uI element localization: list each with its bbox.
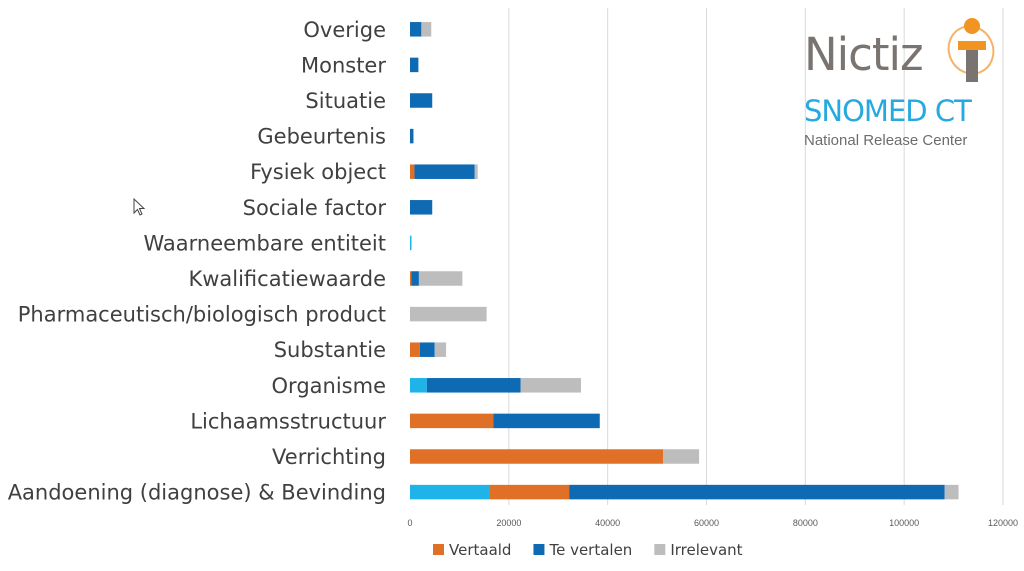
category-labels: Overige Monster Situatie Gebeurtenis Fysiek … (8, 18, 387, 505)
bar-segment (410, 200, 433, 215)
category-label: Pharmaceutisch/biologisch product (18, 303, 386, 327)
x-tick-label: 20000 (496, 518, 521, 528)
bar-segment (414, 164, 475, 179)
logo-nictiz-text: Nictiz (804, 28, 924, 81)
bar-segment (410, 306, 487, 322)
bar-segment (410, 128, 414, 144)
bar-segment (493, 413, 600, 429)
bar-segment (410, 93, 433, 108)
legend-label: Vertaald (449, 541, 511, 559)
bar-segment (569, 484, 945, 500)
bar-segment (663, 449, 700, 464)
category-label: Organisme (272, 374, 386, 398)
category-label: Waarneembare entiteit (143, 231, 386, 255)
bar-segment (410, 342, 420, 357)
category-label: Kwalificatiewaarde (188, 267, 386, 291)
bar-segment (944, 484, 959, 500)
legend: Vertaald Te vertalen Irrelevant (433, 541, 743, 559)
x-tick-label: 60000 (694, 518, 719, 528)
bar-segment (410, 22, 422, 37)
bar-segment (410, 57, 419, 73)
logo-snomed-text: SNOMED CT (804, 94, 972, 128)
bar-segment (426, 378, 521, 393)
bar-segment (410, 235, 412, 251)
nictiz-snomed-logo: Nictiz SNOMED CT National Release Center (796, 14, 1001, 154)
category-label: Monster (301, 53, 386, 77)
category-label: Sociale factor (243, 196, 387, 220)
legend-label: Irrelevant (670, 541, 742, 559)
category-label: Fysiek object (250, 160, 386, 184)
category-label: Gebeurtenis (257, 125, 386, 149)
nictiz-person-icon (947, 18, 995, 82)
bar-segment (410, 378, 427, 393)
mouse-cursor-icon (133, 198, 146, 216)
category-label: Situatie (305, 89, 386, 113)
bar-segment (411, 271, 419, 286)
bar-segment (419, 342, 435, 357)
x-tick-label: 120000 (988, 518, 1018, 528)
legend-swatch (654, 544, 666, 555)
legend-swatch (533, 544, 545, 555)
x-tick-label: 0 (407, 518, 412, 528)
bar-segment (410, 271, 412, 286)
bar-segment (410, 413, 494, 429)
x-axis-tick-labels: 0 20000 40000 60000 80000 100000 120000 (407, 518, 1018, 528)
category-label: Lichaamsstructuur (190, 409, 386, 433)
x-tick-label: 100000 (889, 518, 919, 528)
category-label: Substantie (274, 338, 386, 362)
bars (410, 22, 959, 500)
bar-segment (410, 449, 664, 464)
bar-segment (421, 22, 432, 37)
bar-segment (434, 342, 447, 357)
bar-segment (410, 164, 415, 179)
x-tick-label: 40000 (595, 518, 620, 528)
x-tick-label: 80000 (793, 518, 818, 528)
category-label: Aandoening (diagnose) & Bevinding (8, 481, 386, 505)
bar-segment (520, 378, 581, 393)
bar-segment (489, 484, 570, 500)
legend-swatch (433, 544, 444, 555)
category-label: Verrichting (272, 445, 386, 469)
legend-label: Te vertalen (548, 541, 632, 559)
logo-release-center-text: National Release Center (804, 132, 968, 149)
bar-segment (418, 271, 463, 286)
bar-segment (410, 484, 490, 500)
category-label: Overige (303, 18, 386, 42)
bar-segment (474, 164, 478, 179)
